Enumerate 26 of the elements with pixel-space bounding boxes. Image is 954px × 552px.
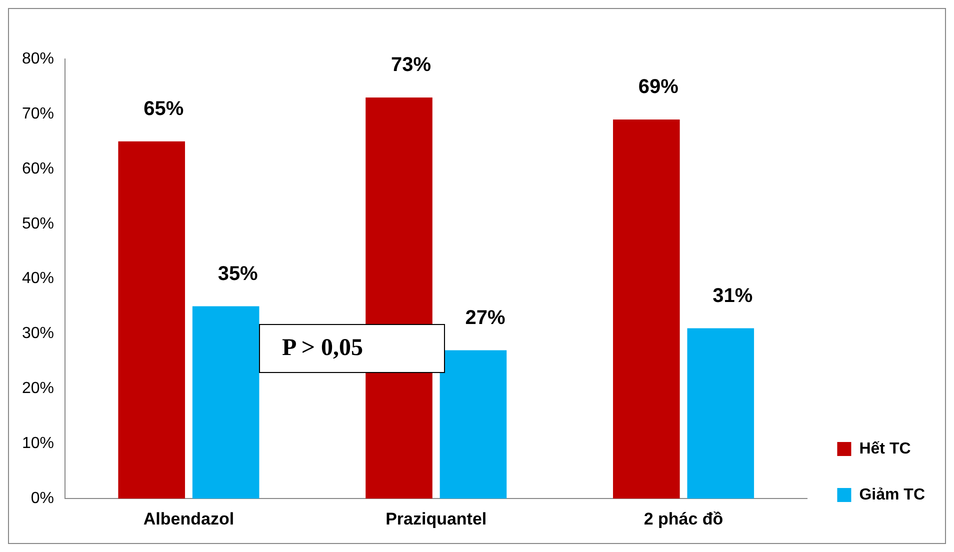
data-label: 35%	[218, 262, 258, 285]
x-tick-label: Albendazol	[143, 509, 234, 528]
legend-label: Giảm TC	[859, 486, 926, 504]
y-tick-label: 80%	[22, 50, 54, 68]
data-label: 69%	[638, 76, 679, 98]
y-tick-label: 40%	[22, 270, 54, 288]
note-box: P > 0,05	[259, 324, 445, 373]
x-tick-label: 2 phác đồ	[644, 509, 724, 528]
bar	[687, 328, 754, 499]
bar	[613, 119, 680, 499]
y-tick-label: 50%	[22, 215, 54, 232]
y-tick-label: 20%	[22, 380, 54, 398]
y-tick-label: 10%	[22, 435, 54, 452]
y-tick-label: 0%	[30, 490, 54, 508]
y-tick-label: 30%	[22, 325, 54, 342]
y-tick-label: 70%	[22, 105, 54, 122]
data-label: 73%	[390, 54, 432, 76]
data-label: 31%	[712, 284, 753, 307]
data-label: 65%	[144, 98, 184, 120]
bar	[118, 141, 186, 499]
legend-label: Hết TC	[859, 440, 912, 458]
bar	[440, 350, 507, 499]
bar	[192, 306, 260, 499]
x-tick-label: Praziquantel	[386, 509, 487, 528]
y-tick-label: 60%	[22, 160, 54, 178]
data-label: 27%	[465, 306, 506, 329]
